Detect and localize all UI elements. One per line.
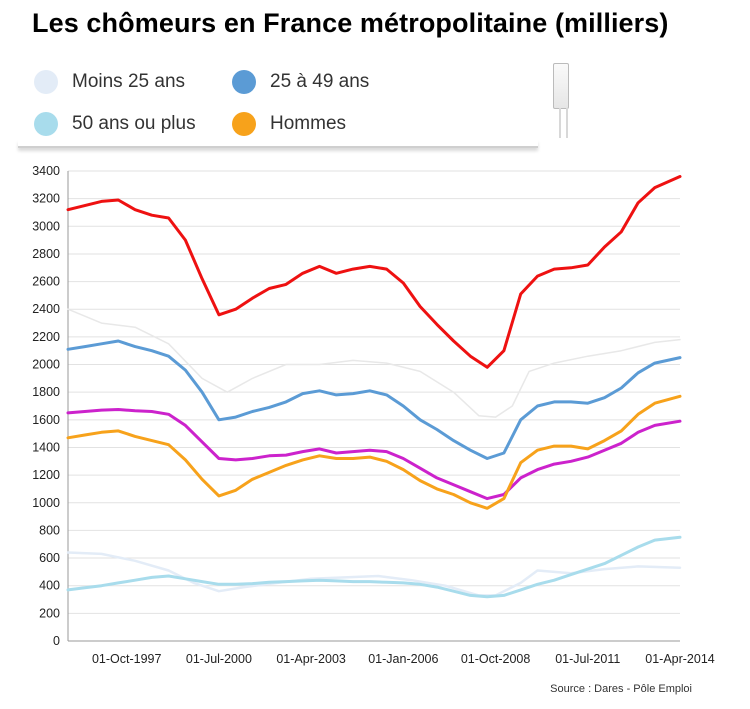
scrollbar-track bbox=[566, 108, 568, 138]
chart-title: Les chômeurs en France métropolitaine (m… bbox=[32, 8, 669, 38]
series-line-6[interactable] bbox=[66, 175, 682, 369]
y-tick-label: 400 bbox=[39, 579, 60, 593]
x-axis: 01-Oct-1997 01-Jul-2000 01-Apr-2003 01-Jan-… bbox=[92, 652, 715, 666]
y-tick-label: 2600 bbox=[32, 275, 60, 289]
chart-source: Source : Dares - Pôle Emploi bbox=[550, 683, 692, 695]
series-line-2[interactable] bbox=[66, 339, 682, 460]
legend-label: Hommes bbox=[270, 113, 347, 134]
legend-dot-icon bbox=[232, 70, 256, 94]
legend-dot-icon bbox=[34, 70, 58, 94]
x-tick-label: 01-Oct-1997 bbox=[92, 652, 162, 666]
legend-label: 50 ans ou plus bbox=[72, 113, 196, 134]
x-tick-label: 01-Jul-2011 bbox=[555, 652, 620, 666]
legend-dot-icon bbox=[232, 112, 256, 136]
y-tick-label: 1600 bbox=[32, 413, 60, 427]
y-tick-label: 1400 bbox=[32, 440, 60, 454]
legend-item-25-49[interactable]: 25 à 49 ans bbox=[232, 70, 369, 94]
legend-scrollbar[interactable] bbox=[553, 63, 569, 109]
x-tick-label: 01-Apr-2003 bbox=[276, 652, 346, 666]
y-tick-label: 0 bbox=[53, 634, 60, 648]
y-tick-label: 800 bbox=[39, 523, 60, 537]
series-line-4[interactable] bbox=[66, 394, 682, 510]
y-tick-label: 1200 bbox=[32, 468, 60, 482]
y-tick-label: 3400 bbox=[32, 164, 60, 178]
legend-label: Moins 25 ans bbox=[72, 71, 186, 92]
y-tick-label: 1000 bbox=[32, 496, 60, 510]
y-tick-label: 3200 bbox=[32, 192, 60, 206]
x-tick-label: 01-Jan-2006 bbox=[368, 652, 438, 666]
legend-dot-icon bbox=[34, 112, 58, 136]
legend-item-moins-25[interactable]: Moins 25 ans bbox=[34, 70, 185, 94]
y-tick-label: 2800 bbox=[32, 247, 60, 261]
chart-legend: Moins 25 ans 25 à 49 ans 50 ans ou plus … bbox=[22, 58, 542, 146]
series-line-3[interactable] bbox=[66, 408, 682, 501]
y-tick-label: 600 bbox=[39, 551, 60, 565]
legend-divider bbox=[18, 140, 538, 148]
legend-label: 25 à 49 ans bbox=[270, 71, 370, 92]
x-tick-label: 01-Jul-2000 bbox=[186, 652, 252, 666]
y-tick-label: 3000 bbox=[32, 219, 60, 233]
y-tick-label: 2000 bbox=[32, 358, 60, 372]
x-tick-label: 01-Oct-2008 bbox=[461, 652, 531, 666]
series-line-1[interactable] bbox=[66, 551, 682, 597]
x-tick-label: 01-Apr-2014 bbox=[645, 652, 715, 666]
legend-item-50-plus[interactable]: 50 ans ou plus bbox=[34, 112, 196, 136]
scrollbar-track bbox=[559, 108, 561, 138]
y-tick-label: 200 bbox=[39, 606, 60, 620]
y-tick-label: 1800 bbox=[32, 385, 60, 399]
y-tick-label: 2400 bbox=[32, 302, 60, 316]
series-line-5[interactable] bbox=[66, 535, 682, 599]
y-tick-label: 2200 bbox=[32, 330, 60, 344]
chart-series bbox=[66, 175, 682, 599]
series-line-0[interactable] bbox=[67, 308, 681, 418]
y-axis: 0 200 400 600 800 1000 1200 1400 1600 1800 2000 220… bbox=[32, 164, 60, 648]
legend-item-hommes[interactable]: Hommes bbox=[232, 112, 346, 136]
